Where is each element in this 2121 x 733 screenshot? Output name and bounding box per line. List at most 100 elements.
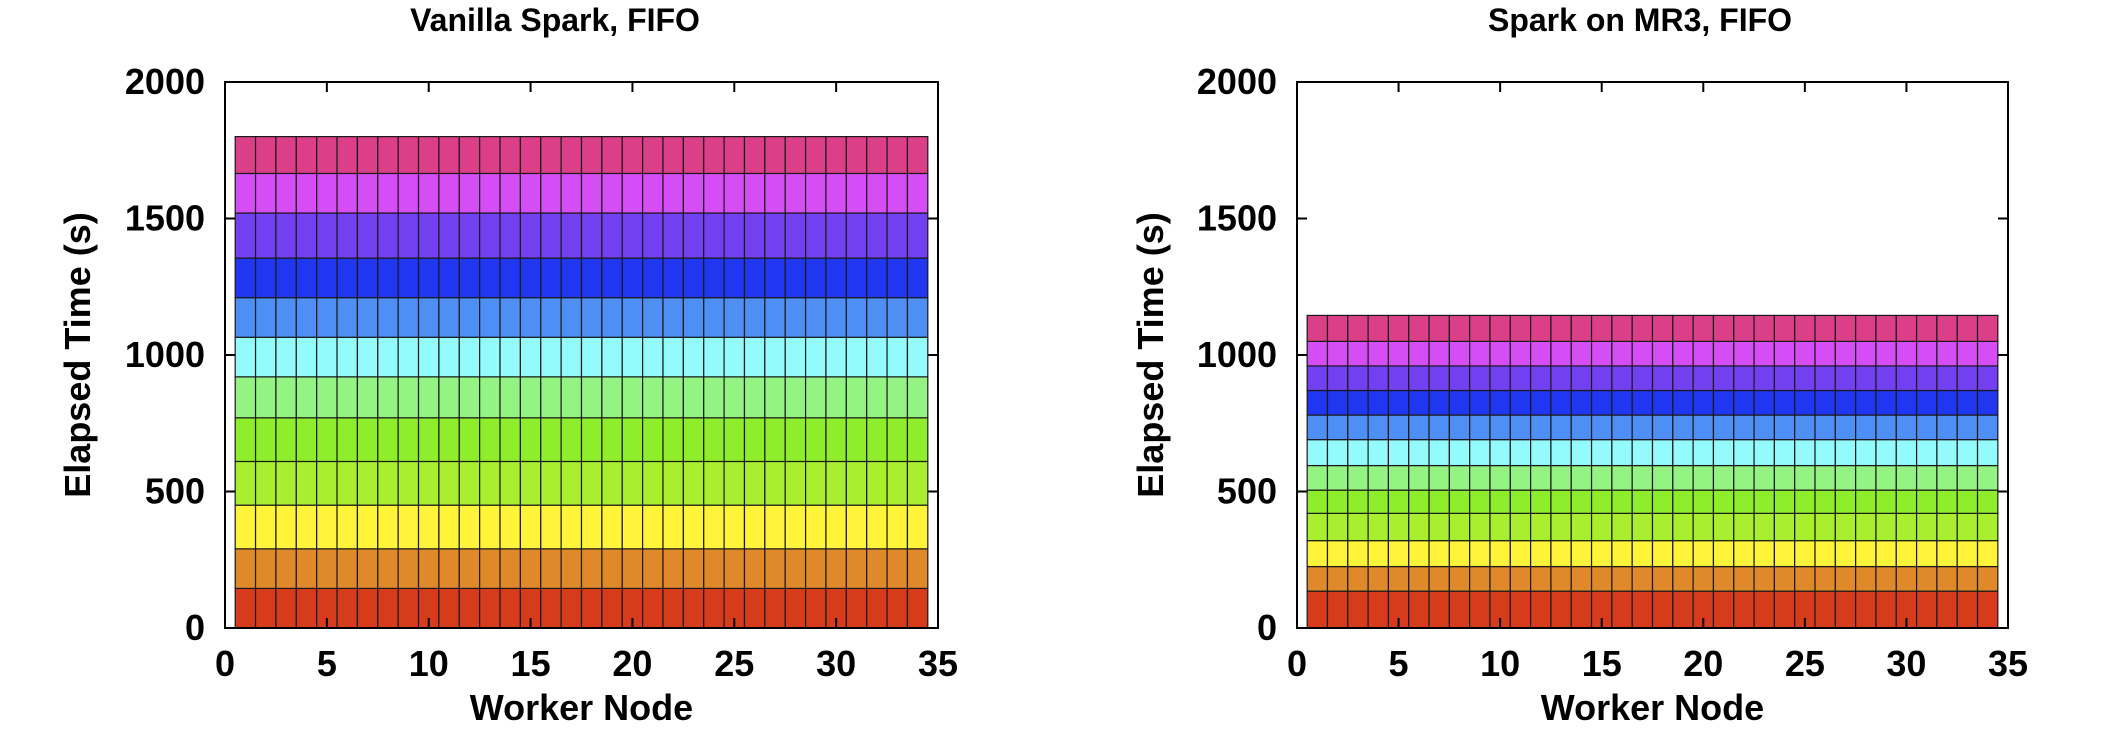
bar-segment-left-node30-s7 (825, 336, 847, 378)
bar-segment-right-node8-s12 (1448, 314, 1471, 342)
bar-segment-left-node22-s8 (662, 297, 684, 338)
bar-segment-right-node23-s6 (1753, 464, 1775, 491)
bar-segment-left-node27-s11 (764, 172, 786, 214)
bar-segment-right-node8-s3 (1448, 540, 1471, 568)
bar-segment-right-node21-s1 (1712, 590, 1735, 629)
bar-segment-right-node20-s9 (1692, 389, 1715, 416)
bar-segment-right-node9-s1 (1469, 590, 1491, 629)
bar-segment-left-node33-s12 (886, 136, 909, 175)
bar-segment-left-node25-s12 (723, 136, 746, 175)
bar-segment-left-node27-s5 (764, 417, 786, 463)
bar-segment-right-node25-s6 (1794, 464, 1816, 491)
bar-segment-left-node1-s3 (234, 504, 257, 550)
bar-segment-left-node24-s3 (703, 504, 725, 550)
bar-segment-right-node19-s2 (1672, 565, 1694, 592)
bar-segment-left-node23-s12 (682, 136, 705, 175)
bar-segment-left-node29-s1 (804, 587, 827, 629)
bar-segment-right-node5-s2 (1387, 565, 1410, 592)
bar-segment-left-node25-s8 (723, 297, 746, 338)
bar-segment-right-node7-s10 (1428, 365, 1450, 392)
bar-segment-left-node8-s11 (377, 172, 399, 214)
bar-segment-left-node30-s8 (825, 297, 847, 338)
bar-segment-right-node18-s11 (1651, 340, 1674, 367)
bar-segment-left-node33-s7 (886, 336, 909, 378)
bar-segment-right-node33-s2 (1956, 565, 1979, 592)
bar-segment-left-node2-s10 (254, 212, 277, 259)
bar-segment-right-node32-s8 (1936, 414, 1958, 441)
bar-segment-right-node2-s11 (1326, 340, 1349, 367)
bar-segment-left-node11-s2 (438, 548, 460, 590)
bar-segment-right-node20-s2 (1692, 565, 1715, 592)
bar-segment-left-node4-s12 (295, 136, 318, 175)
bar-segment-right-node12-s2 (1530, 565, 1552, 592)
bar-segment-left-node27-s10 (764, 212, 786, 259)
bar-segment-left-node29-s9 (804, 257, 827, 299)
bar-segment-right-node1-s4 (1306, 512, 1329, 542)
bar-segment-left-node14-s7 (499, 336, 521, 378)
bar-segment-left-node8-s6 (377, 376, 399, 419)
bar-segment-right-node17-s1 (1631, 590, 1654, 629)
bar-segment-right-node22-s8 (1733, 414, 1755, 441)
bar-segment-left-node34-s11 (906, 172, 929, 214)
bar-segment-right-node25-s10 (1794, 365, 1816, 392)
x-tick-label-right-5: 5 (1389, 643, 1409, 684)
y-tick-label-right-2000: 2000 (1197, 61, 1277, 102)
bar-segment-left-node4-s8 (295, 297, 318, 338)
bar-segment-right-node11-s6 (1509, 464, 1532, 491)
bar-segment-left-node29-s2 (804, 548, 827, 590)
bar-segment-right-node6-s2 (1408, 565, 1430, 592)
bar-segment-right-node11-s10 (1509, 365, 1532, 392)
bar-segment-right-node13-s8 (1550, 414, 1572, 441)
bar-segment-left-node2-s7 (254, 336, 277, 378)
bar-segment-left-node12-s12 (458, 136, 481, 175)
bar-segment-left-node23-s5 (682, 417, 705, 463)
bar-segment-right-node32-s4 (1936, 512, 1958, 542)
bar-segment-left-node8-s3 (377, 504, 399, 550)
bar-segment-left-node31-s7 (845, 336, 868, 378)
bar-segment-left-node6-s8 (336, 297, 359, 338)
bar-segment-left-node31-s11 (845, 172, 868, 214)
bar-segment-right-node26-s8 (1814, 414, 1836, 441)
bar-segment-left-node13-s10 (479, 212, 501, 259)
bar-segment-right-node30-s9 (1895, 389, 1918, 416)
bar-segment-right-node14-s10 (1570, 365, 1593, 392)
bar-segment-left-node28-s4 (784, 460, 807, 506)
bar-segment-left-node10-s2 (417, 548, 440, 590)
bar-segment-right-node24-s5 (1773, 489, 1796, 514)
bar-segment-left-node4-s2 (295, 548, 318, 590)
bar-segment-left-node4-s1 (295, 587, 318, 629)
bar-segment-right-node2-s8 (1326, 414, 1349, 441)
bar-segment-left-node15-s12 (519, 136, 542, 175)
bar-segment-right-node19-s7 (1672, 439, 1694, 467)
bar-segment-left-node27-s7 (764, 336, 786, 378)
x-tick-label-right-30: 30 (1886, 643, 1926, 684)
bar-segment-right-node9-s10 (1469, 365, 1491, 392)
bar-segment-left-node1-s2 (234, 548, 257, 590)
bar-segment-right-node8-s6 (1448, 464, 1471, 491)
bar-segment-left-node26-s8 (743, 297, 766, 338)
bar-segment-right-node9-s12 (1469, 314, 1491, 342)
bar-segment-right-node19-s9 (1672, 389, 1694, 416)
bar-segment-right-node33-s5 (1956, 489, 1979, 514)
bar-segment-left-node3-s7 (275, 336, 297, 378)
bar-segment-right-node10-s4 (1489, 512, 1511, 542)
bar-segment-left-node23-s6 (682, 376, 705, 419)
bar-segment-left-node34-s8 (906, 297, 929, 338)
bar-segment-right-node14-s3 (1570, 540, 1593, 568)
bar-segment-right-node23-s11 (1753, 340, 1775, 367)
bar-segment-left-node31-s6 (845, 376, 868, 419)
bar-segment-left-node22-s12 (662, 136, 684, 175)
bar-segment-left-node21-s11 (642, 172, 664, 214)
bar-segment-right-node30-s4 (1895, 512, 1918, 542)
bar-segment-right-node26-s4 (1814, 512, 1836, 542)
bar-segment-right-node7-s5 (1428, 489, 1450, 514)
bar-segment-left-node22-s1 (662, 587, 684, 629)
bar-segment-left-node3-s4 (275, 460, 297, 506)
bar-segment-left-node33-s6 (886, 376, 909, 419)
bar-segment-right-node12-s6 (1530, 464, 1552, 491)
bar-segment-right-node26-s7 (1814, 439, 1836, 467)
bar-segment-left-node29-s5 (804, 417, 827, 463)
bar-segment-left-node10-s6 (417, 376, 440, 419)
bar-segment-left-node31-s3 (845, 504, 868, 550)
bar-segment-left-node28-s3 (784, 504, 807, 550)
